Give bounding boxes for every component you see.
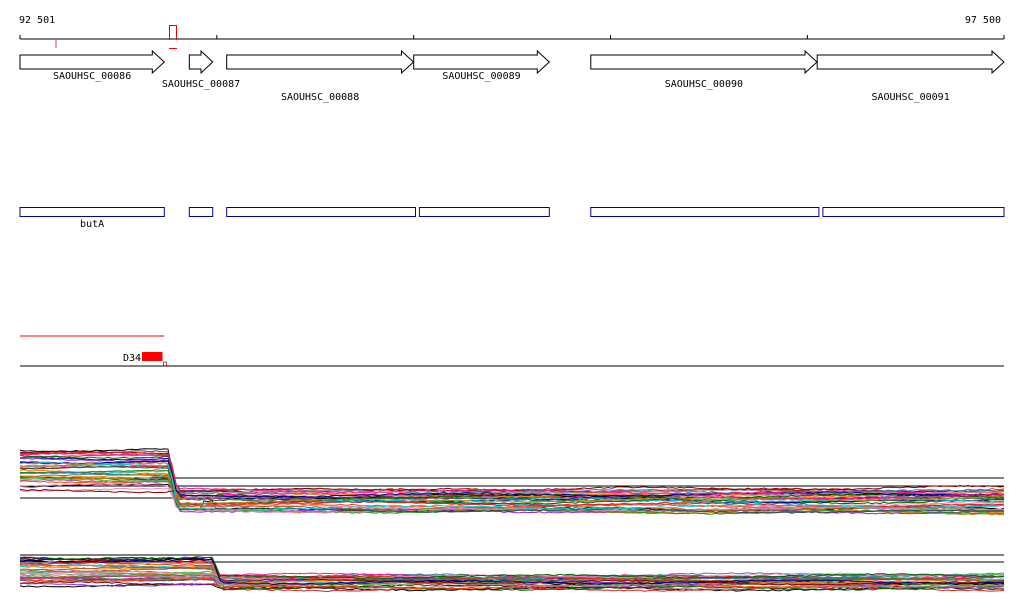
ruler-highlights: [55, 25, 177, 49]
gene-arrow[interactable]: [413, 49, 551, 75]
coverage-line: [19, 457, 1005, 515]
gene-label: SAOUHSC_00087: [162, 79, 240, 90]
feature-box[interactable]: [418, 207, 550, 217]
gene-arrow[interactable]: [188, 49, 214, 75]
ruler-highlight-region: [169, 25, 177, 49]
feature-label: butA: [80, 219, 104, 230]
gene-label: SAOUHSC_00086: [53, 71, 131, 82]
feature-track: butA: [19, 207, 1005, 230]
variant-block[interactable]: [142, 352, 163, 361]
gene-arrow[interactable]: [226, 49, 415, 75]
coverage-line: [19, 462, 1005, 505]
coverage-line: [19, 558, 1005, 585]
coverage-line: [19, 564, 1005, 582]
coverage-line: [19, 462, 1005, 511]
gene-arrow[interactable]: [19, 49, 166, 75]
ruler-start-label: 92 501: [19, 15, 55, 26]
coverage-panel-2: [19, 554, 1005, 593]
ruler-highlight-gap: [169, 40, 177, 48]
ruler: 92 501 97 500: [19, 15, 1005, 49]
coverage-panel-1: [19, 448, 1005, 516]
gene-arrow[interactable]: [590, 49, 818, 75]
gene-label: SAOUHSC_00089: [442, 71, 520, 82]
gene-label: SAOUHSC_00090: [665, 79, 743, 90]
coverage-line: [19, 558, 1005, 586]
coverage-line: [19, 452, 1005, 496]
variant-marker: [163, 361, 167, 367]
coverage-line: [19, 483, 1005, 514]
coverage-line: [19, 465, 1005, 514]
feature-box[interactable]: [188, 207, 214, 217]
feature-box[interactable]: [226, 207, 416, 217]
coverage-line: [19, 573, 1005, 588]
ruler-ticks: [19, 35, 1005, 39]
variant-track: D34: [20, 335, 167, 367]
gene-label: SAOUHSC_00088: [281, 92, 359, 103]
variant-label: D34: [123, 353, 141, 364]
feature-box[interactable]: [19, 207, 165, 217]
coverage-line: [19, 566, 1005, 583]
coverage-line: [19, 460, 1005, 498]
coverage-line: [19, 473, 1005, 499]
gene-track: SAOUHSC_00086 SAOUHSC_00087 SAOUHSC_00088 S…: [19, 49, 1005, 103]
coverage-line: [19, 454, 1005, 500]
feature-box[interactable]: [590, 207, 820, 217]
feature-box[interactable]: [822, 207, 1005, 217]
gene-label: SAOUHSC_00091: [871, 92, 949, 103]
coverage-line: [19, 556, 1005, 580]
gene-arrow[interactable]: [816, 49, 1005, 75]
ruler-end-label: 97 500: [965, 15, 1001, 26]
